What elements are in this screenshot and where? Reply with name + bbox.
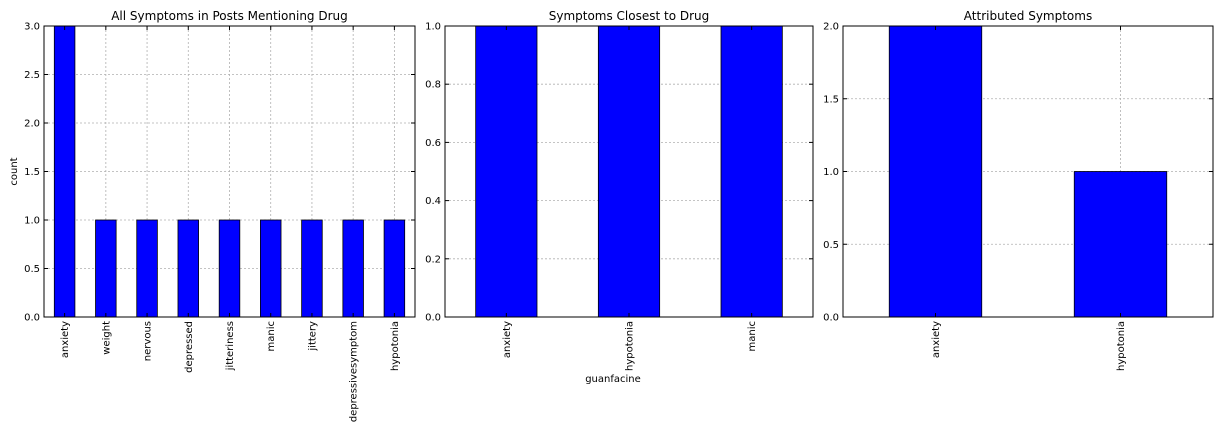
subplot-1: 0.0 0.5 1.0 1.5 2.0 2.5 3.0 anxiety weight nervou… [9,9,416,422]
y-tick-label: 1.0 [425,22,441,33]
y-tick-label: 0.0 [24,313,40,324]
x-tick-label-hypotonia: hypotonia [390,321,401,371]
y-tick-label: 0.2 [425,254,441,265]
y-tick-label: 0.4 [425,196,441,207]
y-tick-label: 3.0 [24,22,40,33]
x-tick-label-weight: weight [101,321,112,355]
x-tick-label-manic: manic [747,321,758,351]
y-tick-label: 2.0 [24,119,40,130]
bar-jitteriness [218,219,241,318]
x-tick-label-anxiety: anxiety [502,321,513,358]
x-tick-label-anxiety: anxiety [931,321,942,358]
y-tick-label: 0.5 [24,264,40,275]
bar-jittery [301,219,323,318]
y-tick-label: 0.5 [823,240,839,251]
bar-manic [260,219,282,318]
y-tick-label: 0.0 [425,313,441,324]
x-tick-label-depressed: depressed [184,321,195,373]
chart-title: Attributed Symptoms [964,9,1092,23]
y-tick-label: 0.8 [425,80,441,91]
subplot-2: 0.0 0.2 0.4 0.6 0.8 1.0 anxiety hypotonia manic S… [425,9,814,385]
y-tick-label: 1.5 [24,167,40,178]
bar-anxiety [53,25,76,318]
x-tick-label-hypotonia: hypotonia [1116,321,1127,371]
chart-title: Symptoms Closest to Drug [549,9,710,23]
bar-anxiety [475,25,538,318]
y-tick-label: 1.5 [823,94,839,105]
x-tick-label-depressivesymptom: depressivesymptom [349,321,360,422]
bar-anxiety [888,25,983,318]
bar-weight [95,219,117,318]
bar-hypotonia [383,219,406,318]
bar-hypotonia [1073,171,1168,318]
y-tick-label: 1.0 [24,216,40,227]
x-tick-label-jittery: jittery [307,321,318,352]
subplot-3: 0.0 0.5 1.0 1.5 2.0 anxiety hypotonia Attribute… [823,9,1214,371]
y-tick-label: 1.0 [823,167,839,178]
x-tick-label-nervous: nervous [143,321,154,361]
y-tick-label: 0.0 [823,313,839,324]
x-tick-label-manic: manic [266,321,277,351]
bar-manic [720,25,783,318]
y-axis-label: count [9,157,20,185]
y-tick-label: 0.6 [425,138,441,149]
bar-depressed [177,219,199,318]
chart-title: All Symptoms in Posts Mentioning Drug [111,9,348,23]
x-tick-label-anxiety: anxiety [60,321,71,358]
bar-depressivesymptom [342,219,364,318]
x-tick-label-hypotonia: hypotonia [625,321,636,371]
bar-nervous [136,219,158,318]
x-axis-label: guanfacine [585,374,641,385]
y-tick-label: 2.0 [823,22,839,33]
y-tick-label: 2.5 [24,70,40,81]
x-tick-label-jitteriness: jitteriness [225,321,236,371]
bar-hypotonia [597,25,661,318]
